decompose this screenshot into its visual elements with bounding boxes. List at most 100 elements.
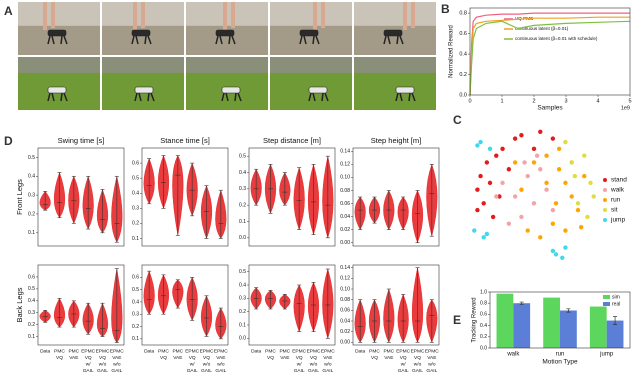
panel-label: A	[4, 4, 13, 18]
y-tick-label: 0.3	[28, 310, 35, 316]
x-tick-label: PMC	[68, 348, 79, 354]
robot-body	[131, 29, 151, 37]
y-tick-label: 1.0	[480, 289, 487, 295]
scatter-point	[475, 207, 480, 213]
y-tick-label: 0.5	[132, 287, 139, 293]
scatter-point	[588, 180, 593, 186]
scatter-point	[578, 224, 584, 230]
scatter-point	[475, 143, 480, 148]
robot-leg	[51, 92, 55, 102]
y-tick-label: 0.4	[28, 174, 35, 180]
y-tick-label: 0.6	[28, 274, 35, 280]
robot-leg	[219, 35, 223, 45]
x-tick-label: 3	[564, 98, 567, 104]
robot-leg	[303, 35, 307, 45]
y-tick-label: 0.06	[340, 308, 350, 314]
scatter-point	[506, 167, 512, 172]
x-tick-label: PMC	[54, 348, 65, 354]
scatter-point	[550, 207, 556, 213]
plot-frame	[469, 7, 631, 96]
y-tick-label: 0.2	[132, 324, 139, 330]
error-bar	[613, 316, 618, 325]
robot-leg	[221, 92, 225, 102]
robot-body	[395, 86, 415, 94]
scatter-point	[550, 248, 556, 254]
robot-body	[299, 29, 319, 37]
subplot-title: Stance time [s]	[160, 136, 210, 145]
x-tick-label: VAE	[384, 355, 393, 361]
robot-leg	[150, 92, 155, 102]
x-tick-label: w/	[190, 361, 195, 367]
legend-swatch	[603, 188, 607, 192]
robot-leg	[225, 92, 229, 102]
y-tick-label: 0.2	[239, 309, 246, 315]
scatter-point	[531, 146, 537, 152]
y-tick-label: 0.4	[132, 299, 139, 305]
y-tick-label: 0.1	[132, 236, 139, 242]
scatter-point	[544, 187, 549, 192]
robot-leg	[63, 92, 68, 102]
robot-leg	[321, 92, 324, 102]
x-tick-label: VQ	[414, 355, 421, 361]
scatter-point	[544, 180, 549, 186]
y-tick-label: 0.10	[340, 175, 350, 181]
x-tick-label: w/o	[99, 361, 107, 367]
x-tick-label: w/o	[310, 361, 318, 367]
x-tick-label: VQ	[85, 355, 92, 361]
y-tick-label: 0.4	[239, 170, 246, 176]
scatter-point	[569, 194, 574, 199]
robot-leg	[135, 35, 139, 45]
scatter-point	[550, 136, 556, 141]
y-tick-label: 0.3	[239, 186, 246, 192]
row-label: Back Legs	[15, 287, 24, 322]
bar	[589, 306, 607, 348]
x-tick-label: VAE	[280, 355, 289, 361]
robot-leg	[411, 92, 416, 102]
x-tick-label: EPMC	[200, 348, 214, 354]
robot-leg	[234, 92, 237, 102]
robot-leg	[299, 35, 303, 45]
scatter-point	[525, 173, 530, 179]
plot-frame	[489, 291, 631, 349]
legend-label: sit	[611, 207, 618, 214]
y-axis-title: Tracking Reward	[472, 297, 478, 342]
scatter-point	[478, 139, 483, 145]
bar	[513, 303, 531, 348]
x-offset: 1e9	[621, 105, 630, 111]
robot-leg	[51, 35, 55, 45]
x-tick-label: EPMC	[96, 348, 110, 354]
y-tick-label: 0.3	[132, 206, 139, 212]
robot-leg	[60, 92, 63, 102]
x-tick-label: Data	[40, 348, 50, 354]
scatter-point	[494, 194, 499, 199]
scatter-point	[531, 201, 537, 206]
x-tick-label: VAE	[323, 355, 332, 361]
legend-label: stand	[611, 177, 627, 184]
plot-frame	[37, 147, 125, 247]
x-tick-label: VAE	[216, 355, 225, 361]
scatter-point	[494, 153, 499, 158]
x-tick-label: PMC	[158, 348, 169, 354]
x-tick-label: 5	[628, 98, 631, 104]
series-line	[469, 20, 631, 96]
robot-leg	[383, 35, 387, 45]
robot-leg	[231, 35, 236, 45]
robot-leg	[237, 92, 242, 102]
scatter-point	[582, 153, 587, 158]
robot-leg	[138, 92, 142, 102]
robot-leg	[147, 92, 150, 102]
row-label: Front Legs	[15, 179, 24, 215]
subplot-title: Step height [m]	[371, 136, 421, 145]
legend-swatch	[603, 208, 607, 212]
x-tick-label: EPMC	[110, 348, 124, 354]
scatter-point	[525, 228, 530, 233]
x-tick-label: run	[556, 352, 565, 358]
x-tick-label: VQ	[160, 355, 167, 361]
plot-frame	[141, 264, 229, 346]
x-tick-label: VQ	[267, 355, 274, 361]
scatter-point	[531, 160, 537, 165]
x-tick-label: EPMC	[396, 348, 410, 354]
y-tick-label: 0.04	[340, 214, 350, 220]
x-tick-label: PMC	[383, 348, 394, 354]
